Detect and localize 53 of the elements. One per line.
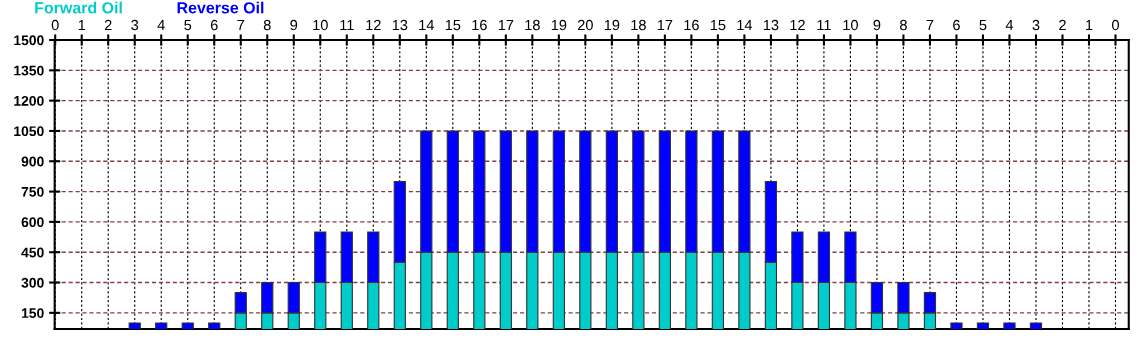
x-tick-label: 11 bbox=[340, 20, 354, 31]
y-tick-label: 900 bbox=[21, 156, 44, 167]
x-tick-label: 19 bbox=[604, 19, 620, 31]
x-tick-label: 15 bbox=[710, 20, 726, 31]
text: Forward Oil bbox=[35, 1, 122, 14]
x-tick-label: 0 bbox=[1112, 19, 1119, 31]
y-tick-label: 150 bbox=[21, 308, 44, 319]
x-tick-label: 2 bbox=[1059, 19, 1066, 31]
x-tick-label: 6 bbox=[210, 19, 218, 31]
y-tick-label: 450 bbox=[21, 247, 44, 258]
x-tick-label: 3 bbox=[1032, 19, 1040, 31]
x-tick-label: 8 bbox=[900, 19, 907, 31]
y-tick-label: 1200 bbox=[14, 95, 44, 106]
x-tick-label: 15 bbox=[445, 20, 461, 31]
x-tick-label: 5 bbox=[979, 20, 987, 31]
x-tick-label: 14 bbox=[737, 20, 753, 31]
x-tick-label: 10 bbox=[313, 19, 328, 31]
x-tick-label: 20 bbox=[577, 19, 593, 31]
x-tick-label: 4 bbox=[157, 20, 165, 31]
x-tick-label: 4 bbox=[1005, 20, 1014, 31]
x-tick-label: 17 bbox=[657, 20, 673, 31]
x-tick-label: 12 bbox=[366, 19, 381, 31]
x-tick-label: 12 bbox=[790, 19, 805, 31]
x-tick-label: 9 bbox=[290, 19, 298, 31]
x-tick-label: 1 bbox=[1086, 20, 1093, 31]
x-tick-label: 17 bbox=[498, 20, 514, 31]
x-tick-label: 0 bbox=[51, 19, 59, 31]
x-tick-label: 6 bbox=[953, 19, 960, 31]
x-tick-label: 14 bbox=[419, 20, 434, 31]
x-tick-label: 16 bbox=[684, 19, 699, 31]
x-tick-label: 7 bbox=[237, 20, 245, 31]
x-tick-label: 16 bbox=[472, 19, 487, 31]
x-tick-label: 11 bbox=[817, 20, 831, 31]
x-tick-label: 1 bbox=[78, 20, 86, 31]
y-tick-label: 600 bbox=[21, 217, 44, 228]
x-tick-label: 13 bbox=[763, 19, 779, 31]
x-tick-label: 2 bbox=[104, 19, 112, 31]
x-tick-label: 18 bbox=[631, 19, 646, 31]
x-tick-label: 10 bbox=[843, 19, 858, 31]
y-tick-label: 1050 bbox=[14, 126, 44, 137]
y-tick-label: 750 bbox=[21, 186, 44, 197]
x-tick-label: 5 bbox=[184, 20, 192, 31]
x-tick-label: 19 bbox=[551, 19, 567, 31]
x-tick-label: 13 bbox=[392, 19, 408, 31]
y-tick-label: 300 bbox=[21, 277, 44, 288]
x-tick-label: 18 bbox=[525, 19, 540, 31]
text: Reverse Oil bbox=[177, 1, 264, 14]
x-tick-label: 8 bbox=[263, 19, 271, 31]
y-tick-label: 1350 bbox=[14, 65, 44, 76]
x-tick-label: 7 bbox=[926, 20, 934, 31]
x-tick-label: 3 bbox=[131, 19, 139, 31]
y-tick-label: 1500 bbox=[14, 35, 44, 46]
x-tick-label: 9 bbox=[873, 19, 881, 31]
